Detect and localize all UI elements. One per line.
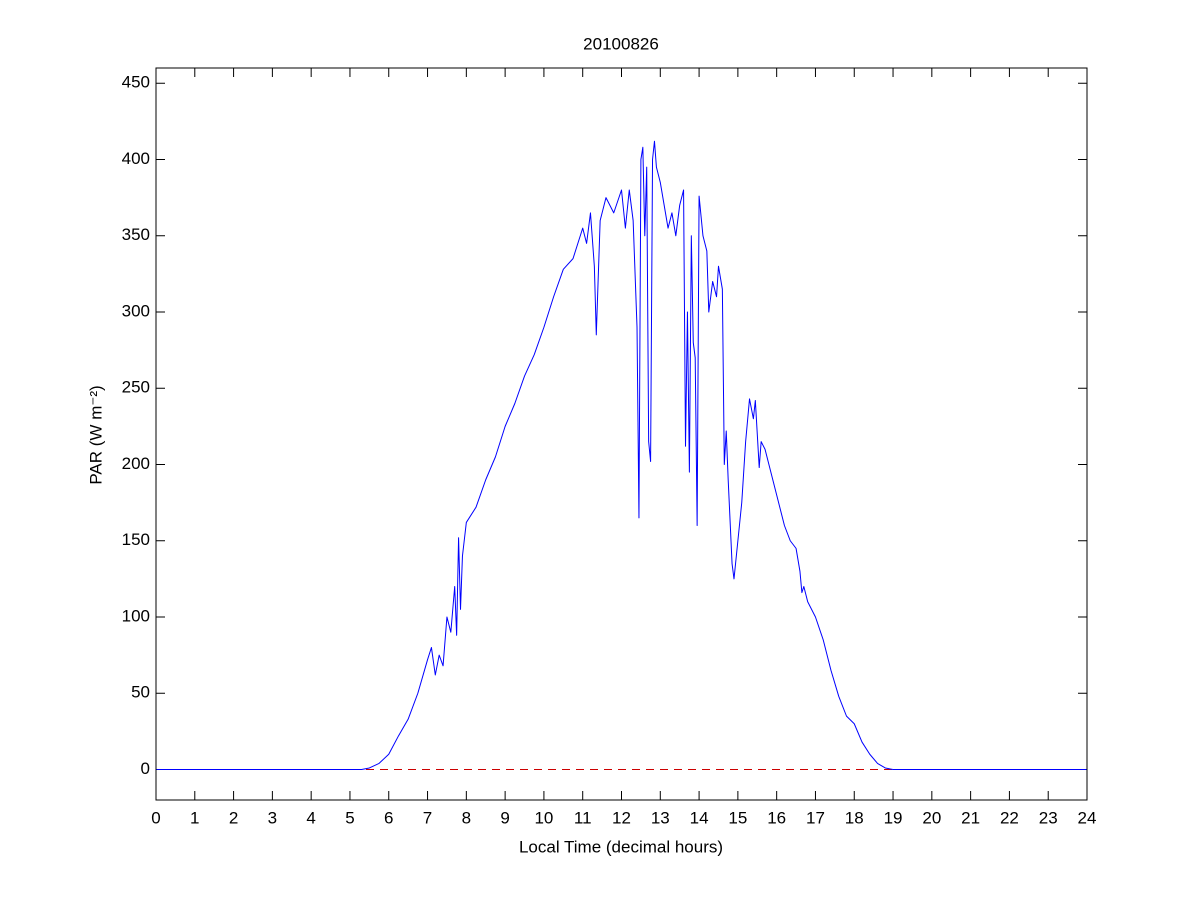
x-tick-label: 20 bbox=[922, 808, 941, 827]
x-tick-label: 21 bbox=[961, 808, 980, 827]
plot-area bbox=[156, 68, 1087, 800]
y-tick-label: 200 bbox=[122, 454, 150, 473]
x-tick-label: 8 bbox=[462, 808, 471, 827]
chart-title: 20100826 bbox=[583, 34, 659, 53]
x-tick-label: 16 bbox=[767, 808, 786, 827]
x-tick-label: 9 bbox=[500, 808, 509, 827]
x-tick-label: 14 bbox=[690, 808, 709, 827]
x-tick-label: 24 bbox=[1078, 808, 1097, 827]
y-tick-label: 150 bbox=[122, 530, 150, 549]
x-tick-label: 3 bbox=[268, 808, 277, 827]
y-tick-label: 300 bbox=[122, 301, 150, 320]
y-tick-label: 0 bbox=[141, 759, 150, 778]
axes-box bbox=[155, 67, 1088, 801]
x-tick-label: 2 bbox=[229, 808, 238, 827]
y-tick-label: 400 bbox=[122, 149, 150, 168]
x-tick-label: 22 bbox=[1000, 808, 1019, 827]
y-tick-label: 100 bbox=[122, 606, 150, 625]
x-tick-label: 1 bbox=[190, 808, 199, 827]
x-tick-label: 5 bbox=[345, 808, 354, 827]
x-tick-label: 19 bbox=[884, 808, 903, 827]
x-tick-label: 23 bbox=[1039, 808, 1058, 827]
x-tick-label: 4 bbox=[306, 808, 315, 827]
x-axis-label: Local Time (decimal hours) bbox=[519, 837, 723, 856]
data-line bbox=[156, 140, 1087, 770]
y-axis-label: PAR (W m⁻²) bbox=[86, 385, 105, 484]
x-tick-label: 18 bbox=[845, 808, 864, 827]
x-tick-label: 15 bbox=[728, 808, 747, 827]
y-tick-label: 450 bbox=[122, 73, 150, 92]
x-tick-label: 6 bbox=[384, 808, 393, 827]
x-tick-label: 10 bbox=[534, 808, 553, 827]
x-tick-label: 0 bbox=[151, 808, 160, 827]
x-tick-label: 7 bbox=[423, 808, 432, 827]
y-tick-label: 350 bbox=[122, 225, 150, 244]
x-tick-label: 12 bbox=[612, 808, 631, 827]
y-tick-label: 250 bbox=[122, 378, 150, 397]
x-tick-label: 13 bbox=[651, 808, 670, 827]
x-tick-label: 17 bbox=[806, 808, 825, 827]
y-tick-label: 50 bbox=[131, 683, 150, 702]
x-tick-label: 11 bbox=[574, 808, 592, 827]
